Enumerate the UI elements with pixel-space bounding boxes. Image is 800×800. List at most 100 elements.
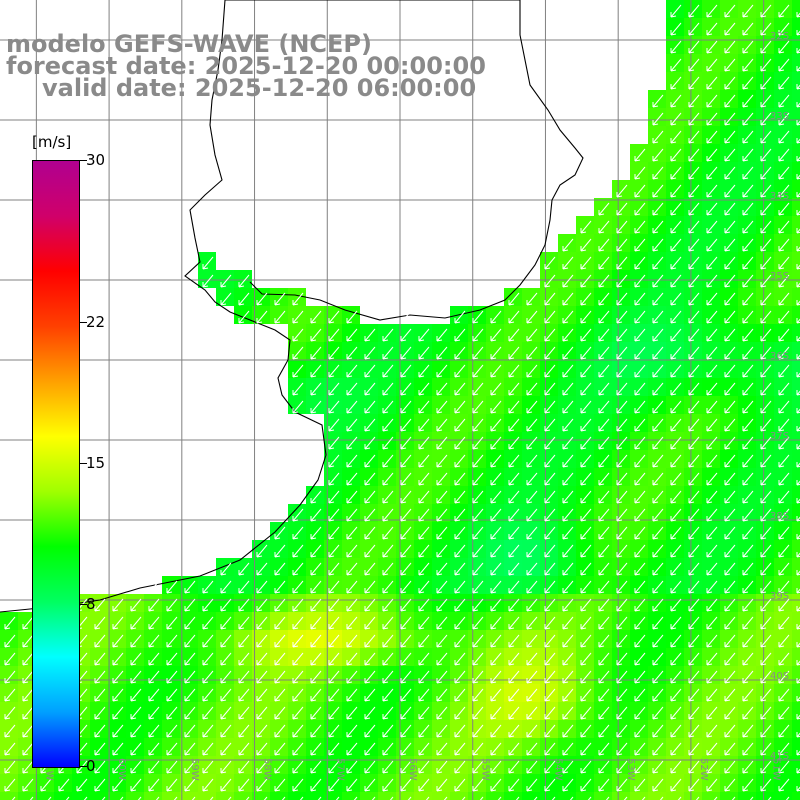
wind-arrow	[688, 238, 700, 252]
wind-speed-cell	[432, 684, 450, 702]
wind-arrow	[742, 310, 754, 324]
wind-arrow	[22, 760, 34, 774]
wind-speed-cell	[504, 594, 522, 612]
wind-speed-cell	[144, 792, 162, 800]
wind-arrow	[346, 436, 358, 450]
wind-speed-cell	[576, 216, 594, 234]
wind-speed-cell	[558, 414, 576, 432]
wind-arrow	[652, 652, 664, 666]
wind-arrow	[616, 184, 628, 198]
wind-arrow	[562, 454, 574, 468]
wind-arrow	[166, 670, 178, 684]
wind-arrow	[148, 580, 160, 594]
wind-arrow	[184, 706, 196, 720]
wind-arrow	[652, 526, 664, 540]
wind-speed-cell	[378, 450, 396, 468]
wind-arrow	[508, 418, 520, 432]
wind-speed-cell	[486, 378, 504, 396]
wind-speed-cell	[648, 558, 666, 576]
wind-arrow	[292, 364, 304, 378]
wind-speed-cell	[720, 108, 738, 126]
wind-speed-cell	[432, 486, 450, 504]
wind-arrow	[508, 436, 520, 450]
wind-speed-cell	[738, 486, 756, 504]
wind-arrow	[148, 634, 160, 648]
wind-speed-cell	[306, 756, 324, 774]
wind-speed-cell	[360, 684, 378, 702]
wind-arrow	[436, 526, 448, 540]
wind-speed-cell	[414, 684, 432, 702]
wind-arrow	[436, 580, 448, 594]
wind-arrow	[670, 148, 682, 162]
wind-arrow	[634, 256, 646, 270]
wind-speed-cell	[558, 468, 576, 486]
wind-arrow	[616, 418, 628, 432]
wind-speed-cell	[198, 630, 216, 648]
wind-speed-cell	[486, 594, 504, 612]
wind-speed-cell	[756, 252, 774, 270]
wind-speed-cell	[414, 378, 432, 396]
wind-speed-cell	[630, 450, 648, 468]
wind-arrow	[724, 418, 736, 432]
wind-arrow	[670, 688, 682, 702]
wind-arrow	[742, 652, 754, 666]
wind-speed-cell	[288, 378, 306, 396]
wind-speed-cell	[666, 684, 684, 702]
wind-arrow	[382, 436, 394, 450]
wind-arrow	[454, 688, 466, 702]
wind-arrow	[760, 616, 772, 630]
wind-arrow	[652, 436, 664, 450]
wind-arrow	[760, 40, 772, 54]
wind-arrow	[688, 220, 700, 234]
wind-arrow	[436, 418, 448, 432]
wind-arrow	[4, 652, 16, 666]
wind-speed-cell	[306, 666, 324, 684]
wind-arrow	[706, 256, 718, 270]
wind-arrow	[562, 634, 574, 648]
wind-speed-cell	[594, 720, 612, 738]
wind-arrow	[652, 706, 664, 720]
wind-speed-cell	[486, 324, 504, 342]
wind-speed-cell	[288, 666, 306, 684]
wind-arrow	[652, 202, 664, 216]
wind-speed-cell	[396, 576, 414, 594]
wind-arrow	[688, 454, 700, 468]
wind-speed-cell	[684, 450, 702, 468]
wind-speed-cell	[702, 90, 720, 108]
wind-arrow	[346, 598, 358, 612]
wind-arrow	[418, 742, 430, 756]
wind-arrow	[94, 742, 106, 756]
wind-speed-cell	[36, 792, 54, 800]
wind-arrow	[436, 616, 448, 630]
wind-speed-cell	[540, 270, 558, 288]
wind-speed-cell	[396, 612, 414, 630]
wind-arrow	[598, 418, 610, 432]
wind-arrow	[634, 598, 646, 612]
wind-arrow	[778, 436, 790, 450]
wind-speed-cell	[324, 414, 342, 432]
wind-speed-cell	[702, 234, 720, 252]
wind-arrow	[400, 472, 412, 486]
wind-arrow	[598, 436, 610, 450]
wind-speed-cell	[468, 378, 486, 396]
wind-arrow	[634, 238, 646, 252]
wind-arrow	[436, 454, 448, 468]
wind-speed-cell	[684, 198, 702, 216]
wind-speed-cell	[756, 234, 774, 252]
wind-speed-cell	[666, 18, 684, 36]
wind-arrow	[328, 670, 340, 684]
wind-speed-cell	[306, 702, 324, 720]
wind-arrow	[292, 562, 304, 576]
wind-speed-cell	[288, 360, 306, 378]
wind-arrow	[274, 562, 286, 576]
wind-speed-cell	[792, 216, 800, 234]
wind-speed-cell	[756, 144, 774, 162]
wind-speed-cell	[306, 306, 324, 324]
wind-arrow	[526, 508, 538, 522]
wind-speed-cell	[108, 702, 126, 720]
wind-speed-cell	[738, 306, 756, 324]
latitude-label: 41S	[770, 751, 789, 762]
wind-speed-cell	[558, 432, 576, 450]
wind-arrow	[760, 508, 772, 522]
wind-arrow	[184, 742, 196, 756]
